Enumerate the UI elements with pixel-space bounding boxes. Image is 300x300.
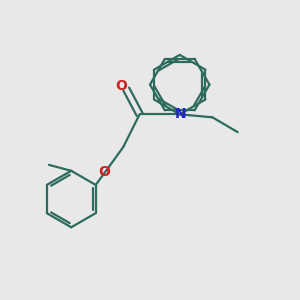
Text: O: O xyxy=(98,165,110,179)
Text: O: O xyxy=(115,79,127,93)
Text: N: N xyxy=(175,107,186,121)
